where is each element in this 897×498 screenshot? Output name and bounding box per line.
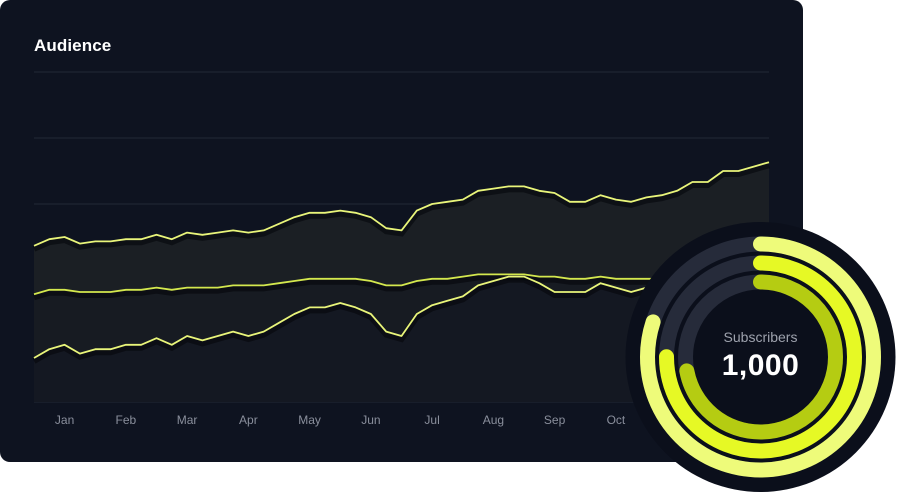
x-tick-label: Jan <box>55 413 74 427</box>
subscribers-ring-widget: Subscribers 1,000 <box>624 221 897 493</box>
x-tick-label: Mar <box>177 413 198 427</box>
x-tick-label: Feb <box>116 413 137 427</box>
series-line <box>33 273 769 296</box>
x-tick-label: Aug <box>483 413 504 427</box>
series-area <box>34 252 769 402</box>
x-tick-label: Jul <box>424 413 439 427</box>
ring-progress <box>640 236 881 478</box>
audience-chart: Jan Feb Mar Apr May Jun Jul Aug Sep Oct <box>32 71 770 427</box>
ring-progress <box>678 274 843 440</box>
x-tick-label: Oct <box>607 413 626 427</box>
series-line <box>33 161 770 247</box>
ring-value: 1,000 <box>721 349 800 382</box>
series-shadow <box>32 162 770 252</box>
x-tick-label: Apr <box>239 413 258 427</box>
x-tick-label: Jun <box>361 413 380 427</box>
x-tick-label: May <box>298 413 321 427</box>
card-title: Audience <box>34 36 112 55</box>
series-shadow <box>33 274 769 301</box>
audience-card: Audience Jan Feb Mar Apr May Jun Jul Aug Sep Oct <box>0 0 803 462</box>
ring-progress <box>659 255 862 459</box>
ring-label: Subscribers <box>723 329 798 345</box>
subscribers-rings <box>625 222 896 492</box>
x-axis-ticks: Jan Feb Mar Apr May Jun Jul Aug Sep Oct <box>55 413 626 427</box>
x-tick-label: Sep <box>544 413 566 427</box>
